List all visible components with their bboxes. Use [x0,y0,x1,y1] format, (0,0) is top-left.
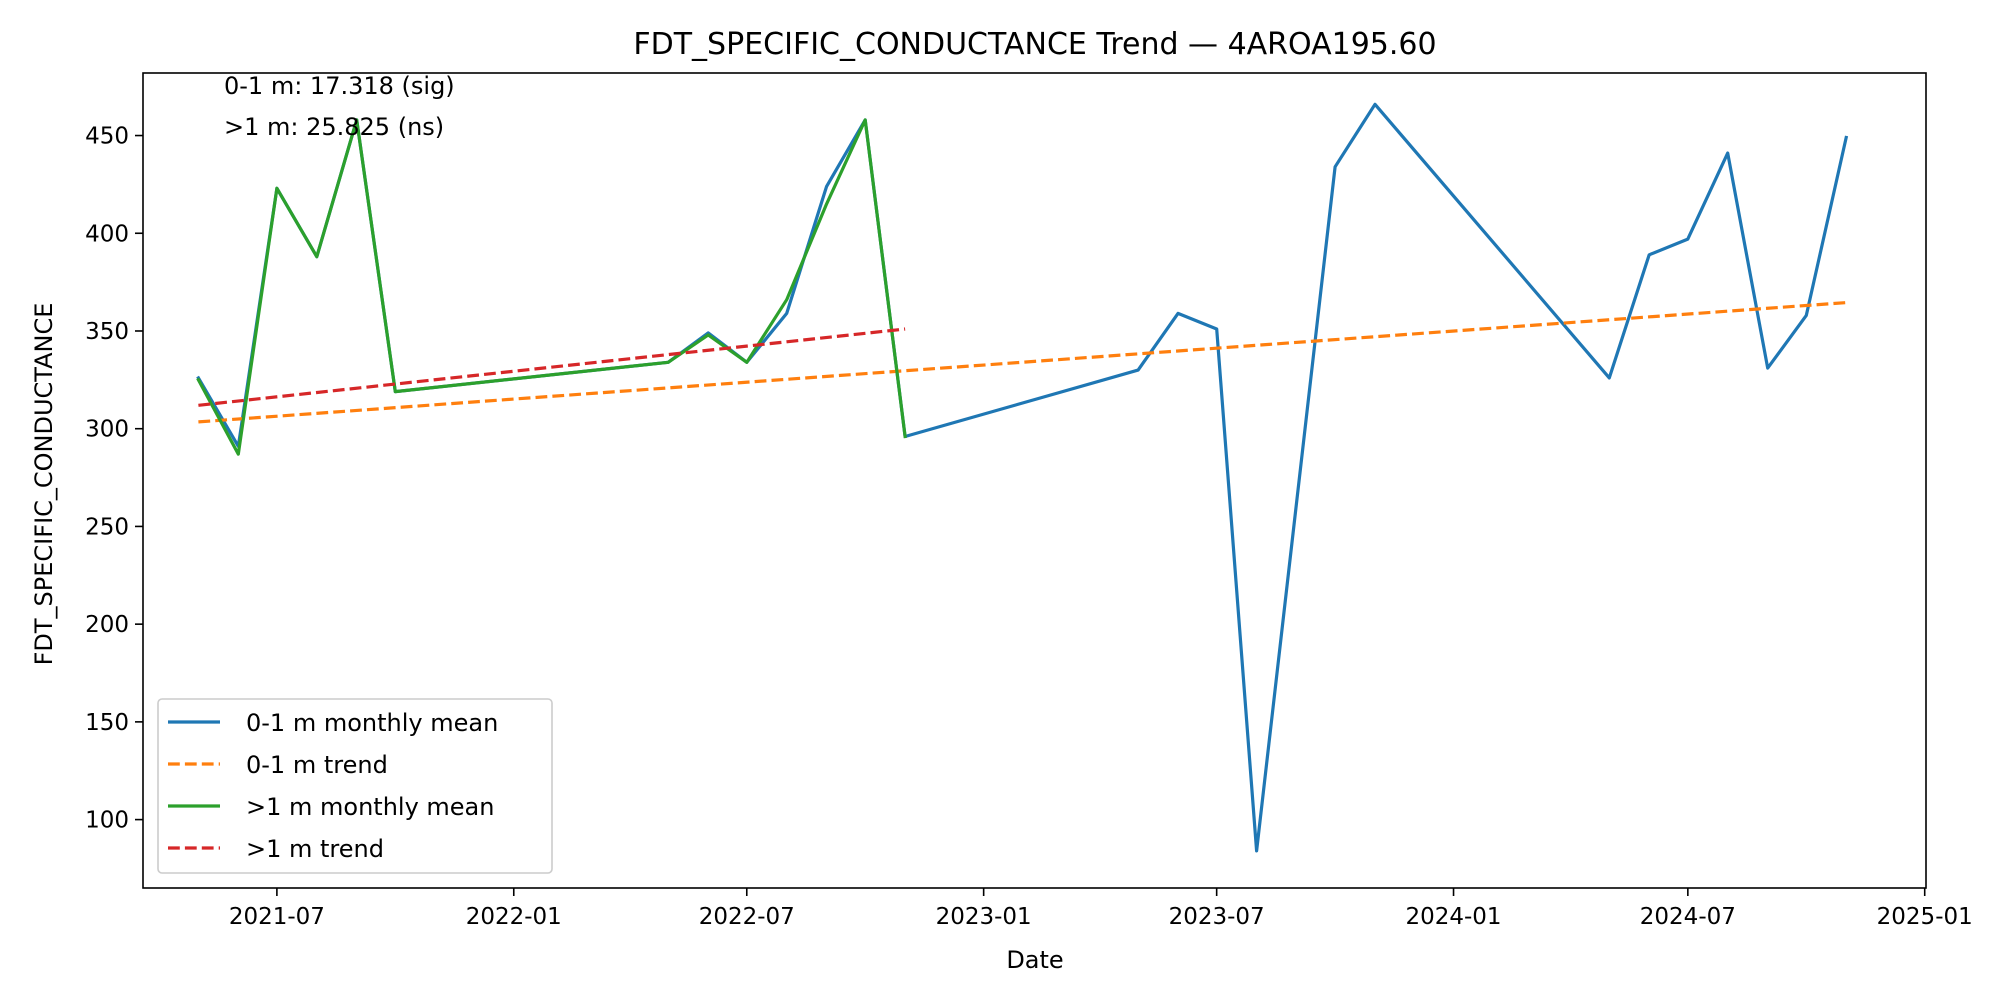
x-tick-label: 2023-07 [1169,904,1265,930]
plot-area [196,102,1849,853]
y-tick-label: 150 [85,710,129,736]
series-line-3 [198,327,906,407]
y-tick-label: 400 [85,221,129,247]
legend-label-3: >1 m trend [246,835,384,863]
legend-label-2: >1 m monthly mean [246,793,494,821]
axes: 2021-07 2022-01 2022-07 2023-01 2023-07 2024-… [85,72,1973,930]
x-tick-label: 2021-07 [229,904,325,930]
x-tick-label: 2024-07 [1640,904,1736,930]
x-axis-label: Date [1006,946,1063,974]
y-axis-label: FDT_SPECIFIC_CONDUCTANCE [30,303,58,666]
y-tick-label: 450 [85,124,129,150]
y-tick-label: 250 [85,514,129,540]
y-tick-label: 200 [85,612,129,638]
y-tick-label: 350 [85,319,129,345]
chart-title: FDT_SPECIFIC_CONDUCTANCE Trend — 4AROA19… [633,27,1436,62]
y-tick-label: 100 [85,808,129,834]
x-tick-label: 2022-07 [699,904,795,930]
axes-frame [142,72,1927,889]
x-tick-label: 2022-01 [466,904,562,930]
annotation-deep-slope: >1 m: 25.825 (ns) [224,113,444,141]
y-tick-label: 300 [85,417,129,443]
legend: 0-1 m monthly mean 0-1 m trend >1 m monthl… [157,698,553,874]
annotation-shallow-slope: 0-1 m: 17.318 (sig) [224,72,455,100]
series-line-1 [198,301,1847,424]
x-tick-label: 2024-01 [1405,904,1501,930]
legend-label-0: 0-1 m monthly mean [246,709,498,737]
legend-box [157,698,553,874]
x-tick-label: 2023-01 [936,904,1032,930]
legend-label-1: 0-1 m trend [246,751,388,779]
series-line-2 [196,118,907,456]
x-tick-label: 2025-01 [1877,904,1973,930]
